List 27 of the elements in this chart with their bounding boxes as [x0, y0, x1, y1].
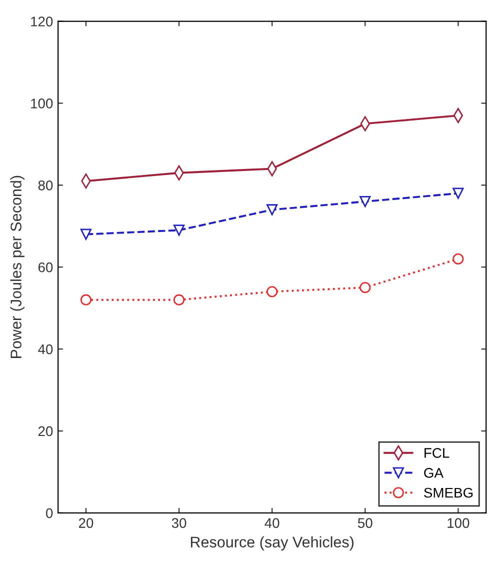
x-tick-label: 100 — [448, 518, 470, 528]
point — [80, 294, 92, 306]
x-tick-label: 50 — [358, 518, 372, 528]
legend-label: FCL — [424, 448, 450, 458]
x-axis-title: Resource (say Vehicles) — [190, 536, 354, 551]
y-tick-label: 100 — [31, 98, 53, 108]
y-tick-label: 120 — [31, 16, 53, 26]
x-tick-label: 30 — [172, 518, 186, 528]
point — [452, 253, 464, 264]
y-tick-label: 60 — [38, 262, 53, 272]
x-tick-label: 20 — [78, 518, 94, 528]
point — [360, 196, 371, 208]
point — [360, 282, 371, 294]
y-tick-label: 20 — [38, 426, 53, 436]
point — [266, 204, 278, 216]
y-tick-label: 0 — [46, 508, 53, 518]
legend-label: SMEBG — [424, 488, 473, 498]
legend-label: GA — [424, 468, 444, 478]
y-tick-label: 80 — [38, 180, 53, 190]
y-axis-title: Power (Joules per Second) — [10, 176, 24, 358]
x-tick-label: 40 — [264, 518, 280, 528]
point — [80, 228, 92, 240]
y-tick-label: 40 — [38, 344, 53, 354]
point — [173, 224, 185, 236]
point — [452, 188, 464, 199]
point — [266, 286, 278, 298]
point — [173, 294, 185, 306]
